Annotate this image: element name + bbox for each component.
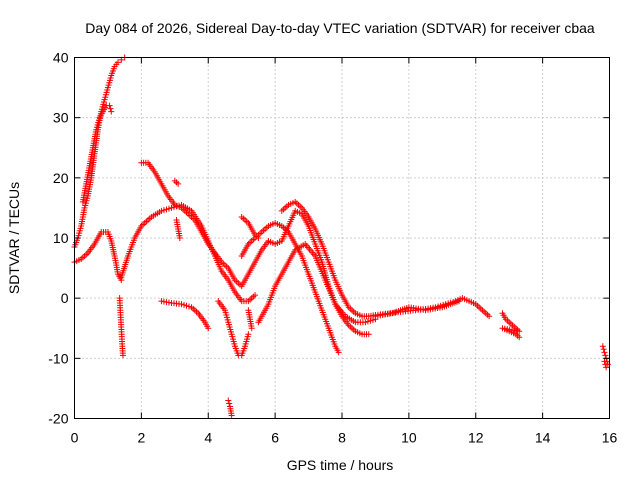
series-arc-h [173,216,183,241]
data-point [119,352,126,359]
x-tick-labels: 0 2 4 6 8 10 12 14 16 [71,430,618,446]
data-point [599,343,606,350]
data-point [160,207,167,214]
data-point [245,331,252,338]
series-arc-k [225,397,235,419]
y-tick-label: 20 [53,170,69,186]
y-tick-label: 40 [53,50,69,66]
x-tick-label: 2 [137,430,145,446]
x-tick-label: 6 [271,430,279,446]
series-arc-i [158,298,212,332]
data-point [165,205,172,212]
data-point [158,207,165,214]
data-point [107,105,114,112]
series-arc-l [245,307,255,332]
series-arc-p [278,198,493,320]
series-arc-g [171,177,182,187]
data-point [255,235,262,241]
data-point [178,301,185,308]
x-tick-label: 12 [468,430,484,446]
data-point [228,412,235,419]
data-point [176,235,183,241]
data-point [163,206,170,213]
y-tick-label: -10 [48,350,68,366]
chart-title: Day 084 of 2026, Sidereal Day-to-day VTE… [85,20,595,36]
data-point [248,325,255,332]
data-point [225,397,232,404]
series-arc-o [255,241,379,326]
y-tick-label: 30 [53,110,69,126]
data-point [205,325,212,332]
data-point [602,361,609,368]
data-point [335,349,342,356]
y-tick-label: 10 [53,230,69,246]
series-arc-j [215,298,252,359]
data-point [108,108,115,115]
data-point [516,334,523,341]
series-arc-r [499,310,523,341]
y-tick-label: 0 [61,290,69,306]
data-point [226,400,233,407]
data-point [114,59,121,66]
series-arc-s [599,343,611,371]
data-point [600,346,607,353]
x-tick-label: 0 [71,430,79,446]
y-axis-label: SDTVAR / TECUs [6,182,22,294]
series-arc-m [238,219,342,356]
data-point [364,318,371,325]
axis-ticks [74,57,610,419]
series-arc-n [238,213,262,241]
x-tick-label: 4 [204,430,212,446]
data-point [486,313,493,320]
data-point [603,364,610,371]
series-arc-d [116,295,126,359]
data-point [175,180,182,187]
data-point [183,302,190,309]
series-arc-f [138,159,372,338]
data-point [367,317,374,324]
series-arc-c [71,228,125,284]
data-point [601,349,608,356]
data-marks [71,54,611,419]
x-tick-label: 16 [602,430,618,446]
series-arc-q [372,298,463,320]
x-tick-label: 10 [401,430,417,446]
y-tick-labels: -20 -10 0 10 20 30 40 [48,50,68,427]
x-tick-label: 8 [338,430,346,446]
x-axis-label: GPS time / hours [287,457,394,473]
series-arc-b [79,102,115,205]
grid [74,57,610,419]
series-arc-a [71,54,128,251]
x-tick-label: 14 [535,430,551,446]
data-point [601,358,608,365]
data-point [106,102,113,109]
series-arc-e [118,201,259,305]
data-point [456,298,463,305]
data-point [602,352,609,359]
data-point [362,319,369,326]
data-point [168,204,175,211]
data-point [186,303,193,310]
y-tick-label: -20 [48,411,68,427]
data-point [365,331,372,338]
data-point [252,292,259,299]
data-point [181,301,188,308]
